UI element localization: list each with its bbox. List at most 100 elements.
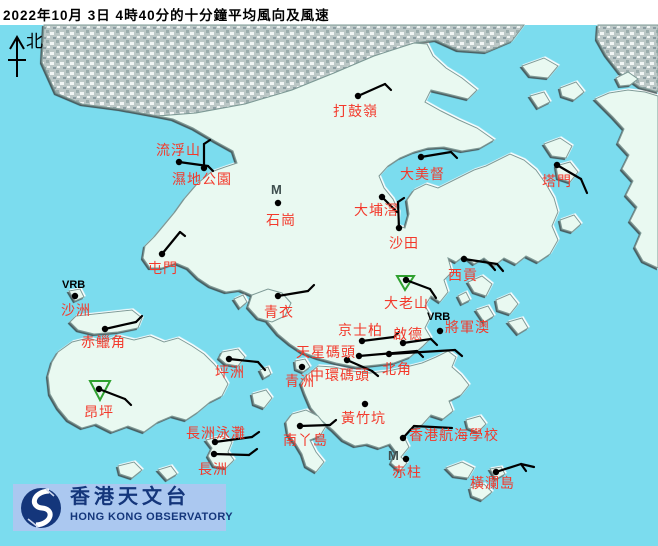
station-dot[interactable] <box>211 438 219 446</box>
wind-barb <box>360 335 396 343</box>
station-dot[interactable] <box>101 325 109 333</box>
hko-logo-banner[interactable]: 香港天文台 HONG KONG OBSERVATORY <box>13 484 233 531</box>
station[interactable] <box>378 193 399 214</box>
station-label[interactable]: 沙洲 <box>61 302 91 318</box>
station-label[interactable]: 啟德 <box>393 326 423 342</box>
station[interactable] <box>399 424 454 442</box>
station-label[interactable]: 打鼓嶺 <box>333 103 378 119</box>
station-dot[interactable] <box>395 224 403 232</box>
station[interactable] <box>385 348 464 358</box>
station-dot[interactable] <box>460 255 468 263</box>
station[interactable] <box>343 356 380 378</box>
station-label[interactable]: 大美督 <box>400 166 445 182</box>
station-dot[interactable] <box>296 422 304 430</box>
station[interactable] <box>492 462 536 476</box>
station-dot[interactable] <box>402 276 410 284</box>
hko-logo-name-en: HONG KONG OBSERVATORY <box>70 511 234 523</box>
station[interactable] <box>436 327 444 335</box>
station-dot[interactable] <box>95 385 103 393</box>
station-label[interactable]: 橫瀾島 <box>470 475 515 491</box>
station[interactable] <box>88 380 133 407</box>
station-dot[interactable] <box>385 350 393 358</box>
station[interactable] <box>211 430 261 446</box>
station-label[interactable]: 昂坪 <box>84 404 114 420</box>
station-label[interactable]: 將軍澳 <box>445 319 490 335</box>
station-label[interactable]: 大埔滘 <box>354 202 399 218</box>
station[interactable] <box>553 161 589 195</box>
hko-logo-icon <box>21 488 61 528</box>
station[interactable] <box>399 337 439 347</box>
station-label[interactable]: 沙田 <box>389 235 419 251</box>
station-label[interactable]: 香港航海學校 <box>409 427 499 443</box>
station-dot[interactable] <box>343 356 351 364</box>
station-label[interactable]: 塔門 <box>542 173 572 189</box>
station[interactable] <box>274 199 282 207</box>
station-dot[interactable] <box>298 363 306 371</box>
station[interactable] <box>298 363 306 371</box>
station-label[interactable]: 京士柏 <box>338 322 383 338</box>
station-dot[interactable] <box>399 434 407 442</box>
station-dot[interactable] <box>399 339 407 347</box>
station-label[interactable]: 青衣 <box>264 304 294 320</box>
station[interactable] <box>354 82 393 100</box>
station-dot[interactable] <box>225 355 233 363</box>
station[interactable] <box>296 418 338 430</box>
station-dot[interactable] <box>492 468 500 476</box>
station[interactable] <box>460 255 505 273</box>
land-new-territories <box>142 42 559 368</box>
island <box>233 294 248 309</box>
station[interactable] <box>210 447 259 458</box>
station-dot[interactable] <box>436 327 444 335</box>
station-dot[interactable] <box>378 193 386 201</box>
wind-barb <box>134 314 144 324</box>
station-dot[interactable] <box>274 292 282 300</box>
wind-barb <box>213 435 254 444</box>
station-dot[interactable] <box>200 164 208 172</box>
station[interactable] <box>200 138 212 172</box>
station-dot[interactable] <box>274 199 282 207</box>
station-dot[interactable] <box>354 92 362 100</box>
station-label[interactable]: 坪洲 <box>215 364 245 380</box>
station-label[interactable]: 屯門 <box>148 260 178 276</box>
island <box>543 137 573 159</box>
station[interactable] <box>395 196 406 232</box>
station[interactable] <box>274 283 316 300</box>
station[interactable] <box>225 355 267 372</box>
station[interactable] <box>402 455 410 463</box>
station-dot[interactable] <box>553 161 561 169</box>
station-label[interactable]: 石崗 <box>266 212 296 228</box>
station-label[interactable]: 北角 <box>382 361 412 377</box>
station-label[interactable]: 天星碼頭 <box>296 344 356 360</box>
station-label[interactable]: 流浮山 <box>156 142 201 158</box>
wind-barb <box>178 230 187 238</box>
station-label[interactable]: 青洲 <box>285 373 315 389</box>
station-dot[interactable] <box>358 337 366 345</box>
station-dot[interactable] <box>158 250 166 258</box>
station-dot[interactable] <box>417 153 425 161</box>
station-label[interactable]: 長洲泳灘 <box>186 425 246 441</box>
station-label[interactable]: 赤柱 <box>392 464 422 480</box>
station-label[interactable]: 黃竹坑 <box>341 410 386 426</box>
station-label[interactable]: 赤鱲角 <box>81 334 126 350</box>
station-dot[interactable] <box>175 158 183 166</box>
station-label[interactable]: 南丫島 <box>283 432 328 448</box>
station[interactable] <box>71 292 79 300</box>
station-label[interactable]: 西貢 <box>448 267 478 283</box>
station[interactable] <box>101 314 144 333</box>
station[interactable] <box>358 330 401 345</box>
island-lantau <box>47 335 229 433</box>
station-dot[interactable] <box>355 352 363 360</box>
station-label[interactable]: 長洲 <box>198 461 228 477</box>
station-dot[interactable] <box>402 455 410 463</box>
wind-barb <box>495 262 505 273</box>
station-dot[interactable] <box>210 450 218 458</box>
station[interactable] <box>395 275 438 300</box>
station-label[interactable]: 濕地公園 <box>172 171 232 187</box>
station-dot[interactable] <box>71 292 79 300</box>
station[interactable] <box>361 400 369 408</box>
station-dot[interactable] <box>361 400 369 408</box>
station-label[interactable]: 大老山 <box>384 295 429 311</box>
station[interactable] <box>158 230 187 258</box>
station[interactable] <box>417 150 459 161</box>
station-label[interactable]: 中環碼頭 <box>310 367 370 383</box>
